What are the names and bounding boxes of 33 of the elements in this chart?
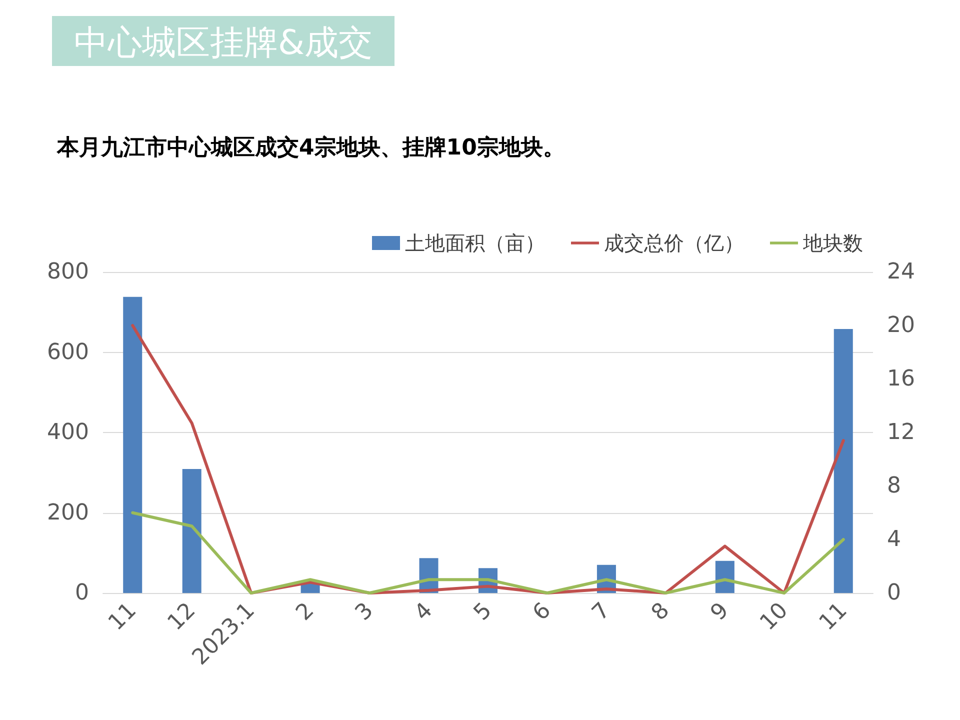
y-tick-label: 0: [75, 580, 89, 606]
line-series: [131, 511, 845, 594]
y-tick-label: 400: [47, 420, 89, 445]
x-tick-label: 4: [410, 598, 438, 626]
y-tick-label: 600: [47, 340, 89, 365]
x-tick-label: 8: [646, 598, 675, 626]
y2-tick-label: 0: [887, 580, 901, 606]
y-tick-label: 800: [47, 260, 89, 284]
y2-tick-label: 24: [887, 260, 915, 284]
y-tick-label: 200: [47, 500, 89, 526]
chart-title: 中心城区挂牌&成交: [74, 23, 373, 63]
x-tick-label: 10: [756, 598, 793, 636]
y2-tick-label: 12: [887, 420, 915, 445]
y2-tick-label: 16: [887, 366, 915, 392]
chart-subtitle: 本月九江市中心城区成交4宗地块、挂牌10宗地块。: [56, 134, 565, 160]
x-tick-label: 2: [292, 598, 320, 626]
bar: [182, 469, 202, 593]
x-tick-label: 11: [814, 598, 852, 636]
legend-label: 成交总价（亿）: [604, 231, 744, 255]
x-tick-label: 6: [528, 598, 556, 626]
x-tick-label: 3: [350, 598, 378, 626]
bar: [715, 560, 734, 593]
legend-label: 土地面积（亩）: [405, 231, 545, 255]
legend-label: 地块数: [802, 231, 863, 255]
bar: [123, 296, 142, 593]
x-tick-label: 9: [706, 598, 734, 626]
bar: [834, 328, 853, 593]
x-tick-label: 11: [104, 598, 142, 636]
y2-tick-label: 4: [887, 527, 901, 552]
x-tick-label: 7: [588, 598, 616, 626]
y2-tick-label: 8: [887, 474, 901, 498]
y2-tick-label: 20: [887, 313, 915, 338]
x-tick-label: 5: [469, 598, 497, 626]
